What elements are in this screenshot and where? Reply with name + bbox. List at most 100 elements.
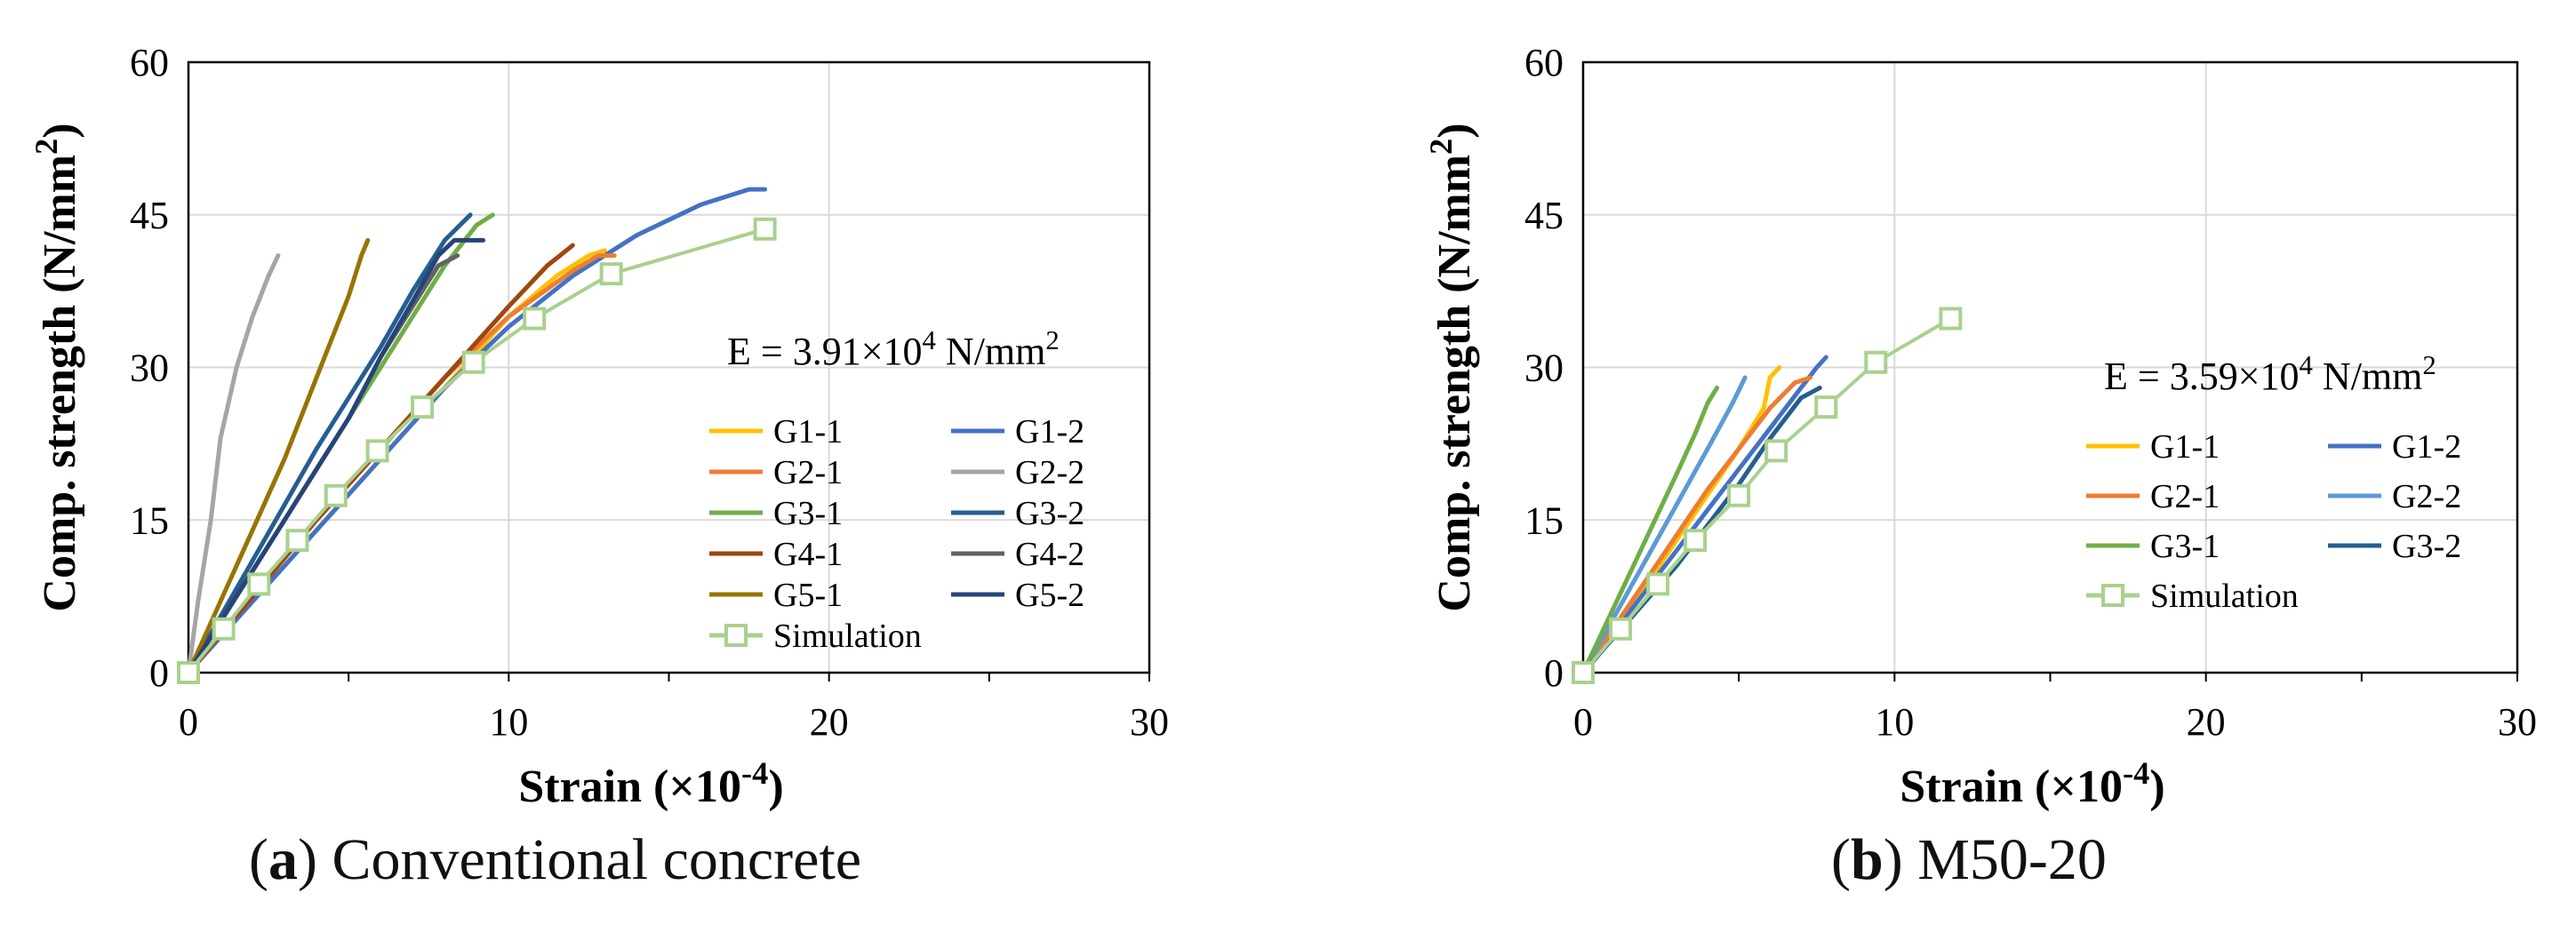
series-g2-2-line <box>1580 375 1748 675</box>
y-tick-label: 60 <box>1524 41 1564 84</box>
modulus-annotation: E = 3.59×104 N/mm2 <box>2104 350 2436 398</box>
legend-item-g5-1: G5-1 <box>709 577 843 614</box>
caption-a-letter: a <box>268 827 298 892</box>
legend-label: G4-2 <box>1015 536 1084 573</box>
legend-item-g3-2: G3-2 <box>2328 528 2461 565</box>
y-tick-label: 45 <box>1524 194 1564 237</box>
legend-item-g2-1: G2-1 <box>2086 478 2220 515</box>
y-tick-label: 0 <box>1544 651 1564 695</box>
legend-label: Simulation <box>773 618 922 655</box>
series-g2-2-line <box>186 253 281 675</box>
caption-a: (a) Conventional concrete <box>249 827 862 892</box>
x-tick-label: 10 <box>489 700 528 744</box>
x-tick-label: 30 <box>2498 700 2537 744</box>
y-axis-title: Comp. strength (N/mm2) <box>1423 123 1480 611</box>
legend-item-g1-1: G1-1 <box>2086 428 2220 466</box>
legend-item-g1-2: G1-2 <box>951 413 1084 451</box>
series-simulation-point <box>1764 439 1788 463</box>
legend-item-g4-1: G4-1 <box>709 536 843 573</box>
legend-item-g3-1: G3-1 <box>2086 528 2220 565</box>
legend-item-g2-2: G2-2 <box>2328 478 2461 515</box>
legend-label: G2-1 <box>2150 478 2220 515</box>
y-tick-label: 15 <box>130 498 169 542</box>
series-simulation-point <box>1939 307 1963 331</box>
series-simulation-line <box>1581 316 1953 674</box>
series-g3-1-line <box>1580 385 1720 675</box>
series-simulation-line <box>187 227 767 674</box>
y-axis-title: Comp. strength (N/mm2) <box>28 123 85 611</box>
y-tick-label: 60 <box>130 41 169 84</box>
legend-label: G4-1 <box>773 536 843 573</box>
series-simulation-point <box>1814 395 1838 419</box>
x-tick-label: 0 <box>1573 700 1593 744</box>
legend-label: G2-1 <box>773 454 843 491</box>
y-tick-label: 15 <box>1524 498 1564 542</box>
series-g2-1-line <box>1580 375 1813 675</box>
legend-item-g5-2: G5-2 <box>951 577 1084 614</box>
x-tick-label: 10 <box>1875 700 1914 744</box>
caption-a-text: Conventional concrete <box>316 827 862 892</box>
legend-label: G2-2 <box>2392 478 2461 515</box>
series-simulation-point <box>461 350 485 374</box>
legend-label: G5-1 <box>773 577 843 614</box>
series-simulation-point <box>1609 617 1633 641</box>
series-g5-2-line <box>186 237 485 675</box>
series-simulation-point <box>212 617 236 641</box>
series-simulation-point <box>523 307 547 331</box>
legend-item-simulation: Simulation <box>709 618 922 655</box>
series-simulation-point <box>1646 572 1670 596</box>
legend-item-g1-1: G1-1 <box>709 413 843 451</box>
x-tick-label: 0 <box>179 700 198 744</box>
series-simulation-point <box>1684 529 1708 553</box>
series-simulation-point <box>324 483 348 507</box>
x-axis-title: Strain (×10-4) <box>1900 755 2164 812</box>
series-simulation-point <box>177 661 200 684</box>
series-simulation-point <box>1727 483 1751 507</box>
series-simulation-point <box>1572 661 1595 684</box>
legend-label: G3-2 <box>2392 528 2461 565</box>
legend-label: G3-2 <box>1015 495 1084 532</box>
legend-label: G1-2 <box>2392 428 2461 466</box>
plot-frame <box>187 60 1151 674</box>
chart-b: 0 10 20 30 0 15 30 45 60 Strain (×10-4) Comp. stre… <box>1423 41 2537 812</box>
y-tick-label: 30 <box>130 347 169 390</box>
series-simulation-point <box>247 572 271 596</box>
series-simulation-point <box>411 395 435 419</box>
modulus-annotation: E = 3.91×104 N/mm2 <box>727 325 1060 373</box>
x-axis-title: Strain (×10-4) <box>518 755 783 812</box>
legend-swatch-marker <box>724 624 748 647</box>
series-g1-2-line <box>186 187 768 675</box>
plot-frame <box>1581 60 2519 674</box>
legend-item-g2-2: G2-2 <box>951 454 1084 491</box>
series-simulation-point <box>753 217 777 241</box>
legend-label: Simulation <box>2150 578 2299 615</box>
series-g3-2-line <box>186 212 473 675</box>
series-g5-1-line <box>186 237 371 675</box>
legend-label: G1-1 <box>773 413 843 451</box>
legend-item-g2-1: G2-1 <box>709 454 843 491</box>
legend-label: G1-2 <box>1015 413 1084 451</box>
legend-item-g3-1: G3-1 <box>709 495 843 532</box>
caption-b: (b) M50-20 <box>1831 827 2107 892</box>
legend-item-g3-2: G3-2 <box>951 495 1084 532</box>
legend-item-g1-2: G1-2 <box>2328 428 2461 466</box>
x-tick-label: 20 <box>2187 700 2226 744</box>
legend-label: G5-2 <box>1015 577 1084 614</box>
series-simulation-point <box>365 439 389 463</box>
y-tick-label: 45 <box>130 194 169 237</box>
x-tick-label: 20 <box>810 700 849 744</box>
legend-label: G2-2 <box>1015 454 1084 491</box>
x-tick-label: 30 <box>1130 700 1169 744</box>
series-simulation-point <box>599 262 623 286</box>
legend-item-g4-2: G4-2 <box>951 536 1084 573</box>
series-simulation-point <box>285 529 309 553</box>
legend-item-simulation: Simulation <box>2086 578 2299 615</box>
legend-label: G1-1 <box>2150 428 2220 466</box>
y-tick-label: 0 <box>149 651 169 695</box>
caption-b-letter: b <box>1850 827 1884 892</box>
legend-swatch-marker <box>2101 584 2124 607</box>
chart-a: 0 10 20 30 0 15 30 45 60 Strain (×10-4) Comp. stre… <box>28 41 1169 812</box>
caption-b-text: M50-20 <box>1902 827 2107 892</box>
y-tick-label: 30 <box>1524 347 1564 390</box>
